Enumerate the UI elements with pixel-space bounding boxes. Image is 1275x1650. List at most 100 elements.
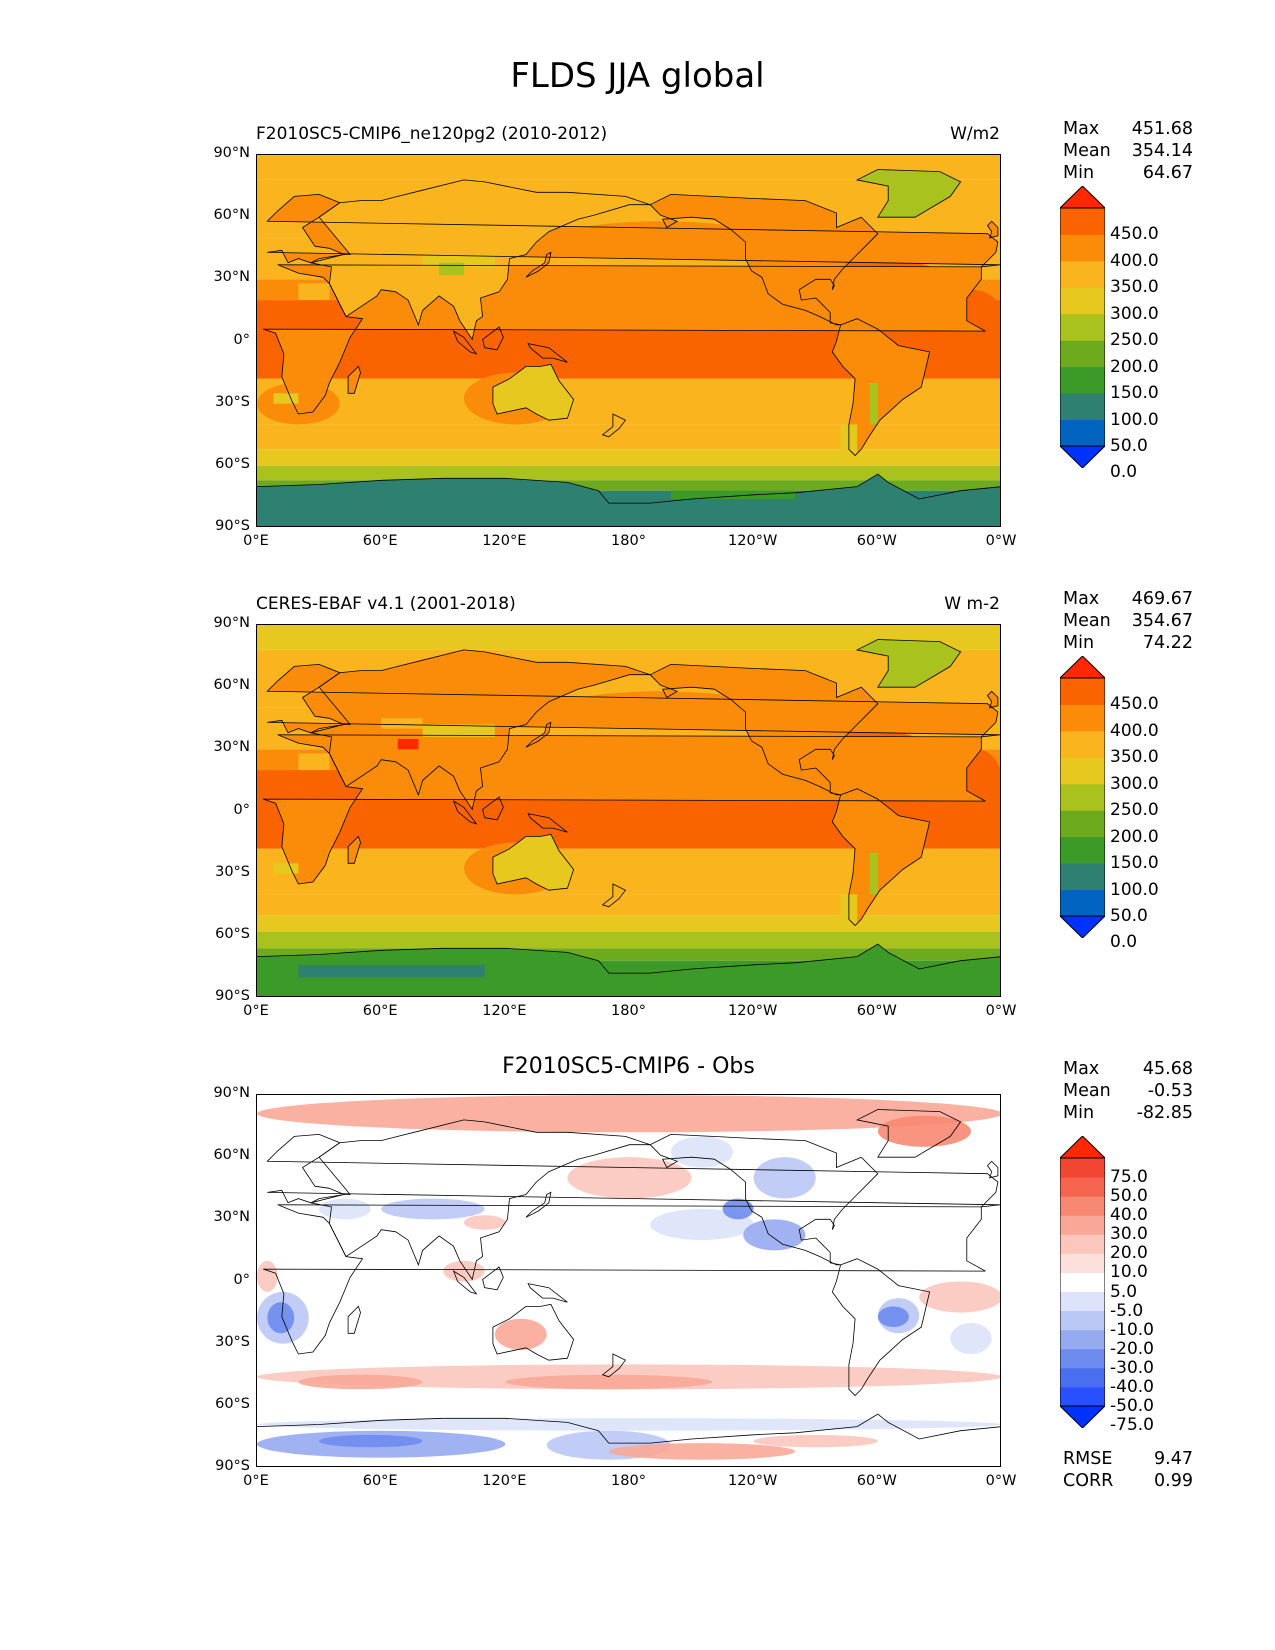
field-patch (298, 283, 330, 301)
colorbar-segment (1060, 208, 1105, 235)
coastline-antarctica (257, 473, 1000, 504)
colorbar-segment (1060, 810, 1105, 838)
colorbar-tick-label: 75.0 (1110, 1167, 1148, 1188)
colorbar-segment (1060, 1291, 1105, 1312)
colorbar-tick-label: 100.0 (1110, 409, 1159, 430)
land-fill-antarctica (257, 944, 1000, 996)
colorbar-segment (1060, 783, 1105, 811)
colorbar-tick-label: 10.0 (1110, 1262, 1148, 1283)
lon-tick-label: 120°W (728, 533, 778, 549)
colorbar-tick-label: -20.0 (1110, 1338, 1154, 1359)
land-fill-namerica (650, 664, 878, 795)
lat-tick-label: 60°S (215, 1395, 250, 1412)
lat-tick-label: 60°N (213, 207, 250, 224)
lon-tick-label: 0°W (985, 533, 1017, 549)
stat-min-label: Min (1063, 1103, 1095, 1123)
coastline-africa (263, 734, 986, 885)
coastline-australia (492, 363, 575, 421)
colorbar-segment (1060, 704, 1105, 732)
field-patch (397, 738, 419, 750)
coastline-samerica (831, 1258, 931, 1397)
colorbar-segment (1060, 678, 1105, 705)
coastline-antarctica (257, 943, 1000, 974)
colorbar-tick-label: 5.0 (1110, 1281, 1138, 1302)
field-patch (298, 1374, 423, 1390)
colorbar-tick-label: -30.0 (1110, 1357, 1154, 1378)
colorbar-tick-label: 400.0 (1110, 250, 1159, 271)
lat-tick-label: 90°S (215, 1458, 250, 1474)
stat-mean-label: Mean (1063, 1081, 1111, 1101)
land-fill-sumatra (453, 801, 477, 824)
lat-tick-label: 90°N (213, 145, 250, 161)
land-fill-madagascar (348, 836, 361, 864)
colorbar (1058, 655, 1107, 942)
field-band (257, 894, 1000, 916)
coastline-greenland (855, 1109, 962, 1158)
field-band (257, 915, 1000, 932)
field-band (257, 465, 1000, 481)
stat-max: 469.67 (1131, 589, 1193, 609)
field-patch (877, 1115, 971, 1147)
land-fill-borneo (482, 797, 504, 820)
lon-tick-label: 120°E (482, 533, 527, 549)
field-patch (319, 1198, 371, 1220)
lat-tick-label: 30°N (213, 269, 250, 286)
field-patch (273, 393, 299, 404)
coastline-borneo (482, 796, 504, 821)
field-patch (722, 1198, 754, 1220)
coastline-samerica (831, 788, 931, 927)
colorbar-extend-bottom (1058, 445, 1107, 469)
coastline-asia (310, 649, 651, 811)
panel-title-left: F2010SC5-CMIP6_ne120pg2 (2010-2012) (256, 124, 608, 144)
coastline-nz (601, 413, 627, 438)
lat-tick-label: 90°N (213, 615, 250, 631)
colorbar-segment (1060, 1196, 1105, 1216)
land-fill-nz (602, 414, 626, 437)
stat-min: 74.22 (1142, 633, 1193, 653)
colorbar-segment (1060, 863, 1105, 891)
colorbar-tick-label: 50.0 (1110, 436, 1148, 456)
coastline-greenland (855, 639, 962, 688)
coastline-europe (266, 193, 1000, 268)
field-patch (877, 1306, 909, 1328)
coastline-africa (263, 1204, 986, 1355)
field-patch (670, 490, 796, 499)
colorbar-extend-top (1058, 185, 1107, 209)
coastline-africa (263, 264, 986, 415)
field-patch (608, 1443, 796, 1460)
map-model (256, 154, 1001, 527)
colorbar-segment (1060, 1329, 1105, 1350)
coastline-uk (986, 690, 999, 709)
lat-tick-label: 90°S (215, 518, 250, 534)
stats-box: Max 451.68 Mean 354.14 Min 64.67 (1063, 118, 1193, 184)
field-patch (463, 1215, 506, 1230)
field-patch (319, 1434, 423, 1448)
rmse-label: RMSE (1063, 1449, 1113, 1469)
field-patch (494, 1318, 547, 1350)
colorbar-segment (1060, 1253, 1105, 1273)
panel-units: W m-2 (944, 594, 1000, 614)
lat-tick-label: 60°N (213, 1147, 250, 1164)
colorbar-extend-bottom (1058, 1405, 1107, 1429)
coastline-australia (492, 833, 575, 891)
lon-tick-label: 0°E (243, 1473, 269, 1489)
field-band (257, 424, 1000, 450)
field-band (257, 480, 1000, 491)
field-patch (257, 1095, 1000, 1133)
land-fill-australia (492, 364, 574, 421)
lon-tick-label: 0°W (985, 1003, 1017, 1019)
rmse-value: 9.47 (1154, 1449, 1193, 1469)
corr-label: CORR (1063, 1471, 1114, 1491)
colorbar-segment (1060, 889, 1105, 917)
stat-mean: 354.14 (1131, 141, 1193, 161)
colorbar-tick-label: 20.0 (1110, 1243, 1148, 1264)
lat-tick-label: 0° (233, 801, 250, 818)
coastline-nz (601, 1353, 627, 1378)
lon-tick-label: 0°E (243, 1003, 269, 1019)
colorbar (1058, 1135, 1107, 1432)
panel-title-left: CERES-EBAF v4.1 (2001-2018) (256, 594, 516, 614)
land-fill-nz (602, 884, 626, 907)
field-patch (298, 753, 330, 771)
field-background (257, 1095, 1000, 1466)
stat-max: 45.68 (1142, 1059, 1193, 1079)
